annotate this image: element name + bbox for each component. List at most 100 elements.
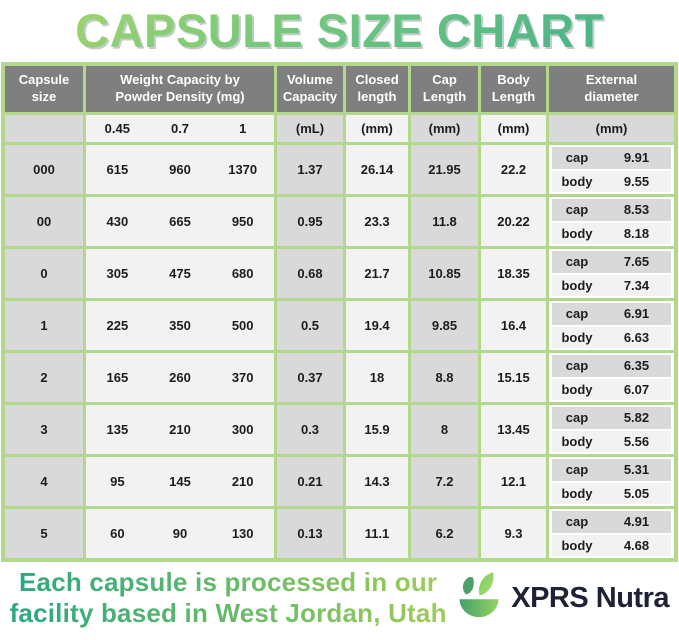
header-body-length: Body Length <box>481 66 546 112</box>
body-diameter-value: 5.56 <box>623 433 650 449</box>
cap-label: cap <box>565 254 589 270</box>
table-header-row: Capsule size Weight Capacity by Powder D… <box>5 66 674 112</box>
cell-body-length: 12.1 <box>481 457 546 506</box>
cell-size: 00 <box>5 197 83 246</box>
cell-weight-07: 665 <box>169 214 191 229</box>
header-external-line1: External <box>585 72 638 88</box>
body-diameter-value: 8.18 <box>623 225 650 241</box>
unit-body: (mm) <box>481 115 546 142</box>
header-closed-length: Closed length <box>346 66 408 112</box>
cell-body-length: 20.22 <box>481 197 546 246</box>
header-weight-capacity: Weight Capacity by Powder Density (mg) <box>86 66 274 112</box>
external-body-row: body 6.07 <box>552 378 671 400</box>
cell-size: 3 <box>5 405 83 454</box>
unit-density-07: 0.7 <box>170 121 190 136</box>
cap-label: cap <box>565 306 589 322</box>
leaf-bowl-icon <box>452 569 506 628</box>
header-body-line2: Length <box>491 89 536 104</box>
cap-label: cap <box>565 514 589 530</box>
external-cap-row: cap 5.82 <box>552 407 671 429</box>
cell-external-diameter: cap 8.53 body 8.18 <box>549 197 674 246</box>
cell-weight-045: 95 <box>110 474 125 489</box>
cell-body-length: 13.45 <box>481 405 546 454</box>
header-closed-line1: Closed <box>355 72 399 88</box>
external-body-row: body 5.56 <box>552 430 671 452</box>
body-diameter-value: 5.05 <box>623 485 650 501</box>
header-volume-capacity: Volume Capacity <box>277 66 343 112</box>
cell-size: 4 <box>5 457 83 506</box>
cell-weight-1: 210 <box>231 474 254 489</box>
external-cap-row: cap 6.35 <box>552 355 671 377</box>
unit-closed: (mm) <box>346 115 408 142</box>
cell-external-diameter: cap 7.65 body 7.34 <box>549 249 674 298</box>
cell-weights: 60 90 130 <box>86 509 274 558</box>
cell-closed-length: 21.7 <box>346 249 408 298</box>
cell-weight-045: 165 <box>106 370 129 385</box>
cell-volume: 0.37 <box>277 353 343 402</box>
cell-size: 1 <box>5 301 83 350</box>
header-cap-line2: Length <box>422 89 467 104</box>
header-weight-line1: Weight Capacity by <box>120 72 240 88</box>
table-row-2: 2 165 260 370 0.37 18 8.8 15.15 cap 6.35… <box>5 353 674 402</box>
cell-size: 2 <box>5 353 83 402</box>
cell-body-length: 15.15 <box>481 353 546 402</box>
body-label: body <box>561 329 593 345</box>
body-diameter-value: 4.68 <box>623 537 650 553</box>
cap-diameter-value: 6.35 <box>623 358 650 374</box>
cell-volume: 0.3 <box>277 405 343 454</box>
cell-external-diameter: cap 9.91 body 9.55 <box>549 145 674 194</box>
cell-weight-1: 950 <box>231 214 254 229</box>
header-cap-line1: Cap <box>432 72 457 88</box>
cell-external-diameter: cap 6.91 body 6.63 <box>549 301 674 350</box>
cell-cap-length: 8.8 <box>411 353 478 402</box>
body-label: body <box>561 173 593 189</box>
cell-weight-07: 90 <box>172 526 188 541</box>
cap-diameter-value: 8.53 <box>623 202 650 218</box>
cap-diameter-value: 7.65 <box>623 254 650 270</box>
footer: Each capsule is processed in our facilit… <box>0 562 679 640</box>
cap-diameter-value: 6.91 <box>623 306 650 322</box>
cell-weights: 430 665 950 <box>86 197 274 246</box>
cell-closed-length: 23.3 <box>346 197 408 246</box>
header-volume-line2: Capacity <box>282 89 338 104</box>
cell-closed-length: 19.4 <box>346 301 408 350</box>
cell-weight-1: 130 <box>231 526 254 541</box>
cell-weights: 165 260 370 <box>86 353 274 402</box>
table-row-0: 0 305 475 680 0.68 21.7 10.85 18.35 cap … <box>5 249 674 298</box>
external-cap-row: cap 7.65 <box>552 251 671 273</box>
cell-size: 5 <box>5 509 83 558</box>
unit-external: (mm) <box>549 115 674 142</box>
unit-cap: (mm) <box>411 115 478 142</box>
body-diameter-value: 9.55 <box>623 173 650 189</box>
cell-volume: 1.37 <box>277 145 343 194</box>
cell-weights: 95 145 210 <box>86 457 274 506</box>
external-body-row: body 9.55 <box>552 170 671 192</box>
unit-density-1: 1 <box>239 121 247 136</box>
brand-name: XPRS Nutra <box>511 581 669 614</box>
table-row-000: 000 615 960 1370 1.37 26.14 21.95 22.2 c… <box>5 145 674 194</box>
body-diameter-value: 6.07 <box>623 381 650 397</box>
cell-body-length: 18.35 <box>481 249 546 298</box>
table-row-3: 3 135 210 300 0.3 15.9 8 13.45 cap 5.82 … <box>5 405 674 454</box>
cell-weights: 135 210 300 <box>86 405 274 454</box>
body-label: body <box>561 485 593 501</box>
capsule-size-table: Capsule size Weight Capacity by Powder D… <box>1 62 678 562</box>
cell-weight-1: 370 <box>231 370 254 385</box>
cap-label: cap <box>565 150 589 166</box>
cell-closed-length: 14.3 <box>346 457 408 506</box>
cell-weight-1: 300 <box>231 422 254 437</box>
cell-closed-length: 18 <box>346 353 408 402</box>
cap-label: cap <box>565 202 589 218</box>
cell-weights: 305 475 680 <box>86 249 274 298</box>
cell-volume: 0.21 <box>277 457 343 506</box>
external-body-row: body 8.18 <box>552 222 671 244</box>
cell-body-length: 16.4 <box>481 301 546 350</box>
cell-external-diameter: cap 5.82 body 5.56 <box>549 405 674 454</box>
body-label: body <box>561 225 593 241</box>
cap-diameter-value: 4.91 <box>623 514 650 530</box>
table-row-4: 4 95 145 210 0.21 14.3 7.2 12.1 cap 5.31… <box>5 457 674 506</box>
cell-weight-045: 225 <box>106 318 129 333</box>
external-cap-row: cap 8.53 <box>552 199 671 221</box>
cell-cap-length: 21.95 <box>411 145 478 194</box>
